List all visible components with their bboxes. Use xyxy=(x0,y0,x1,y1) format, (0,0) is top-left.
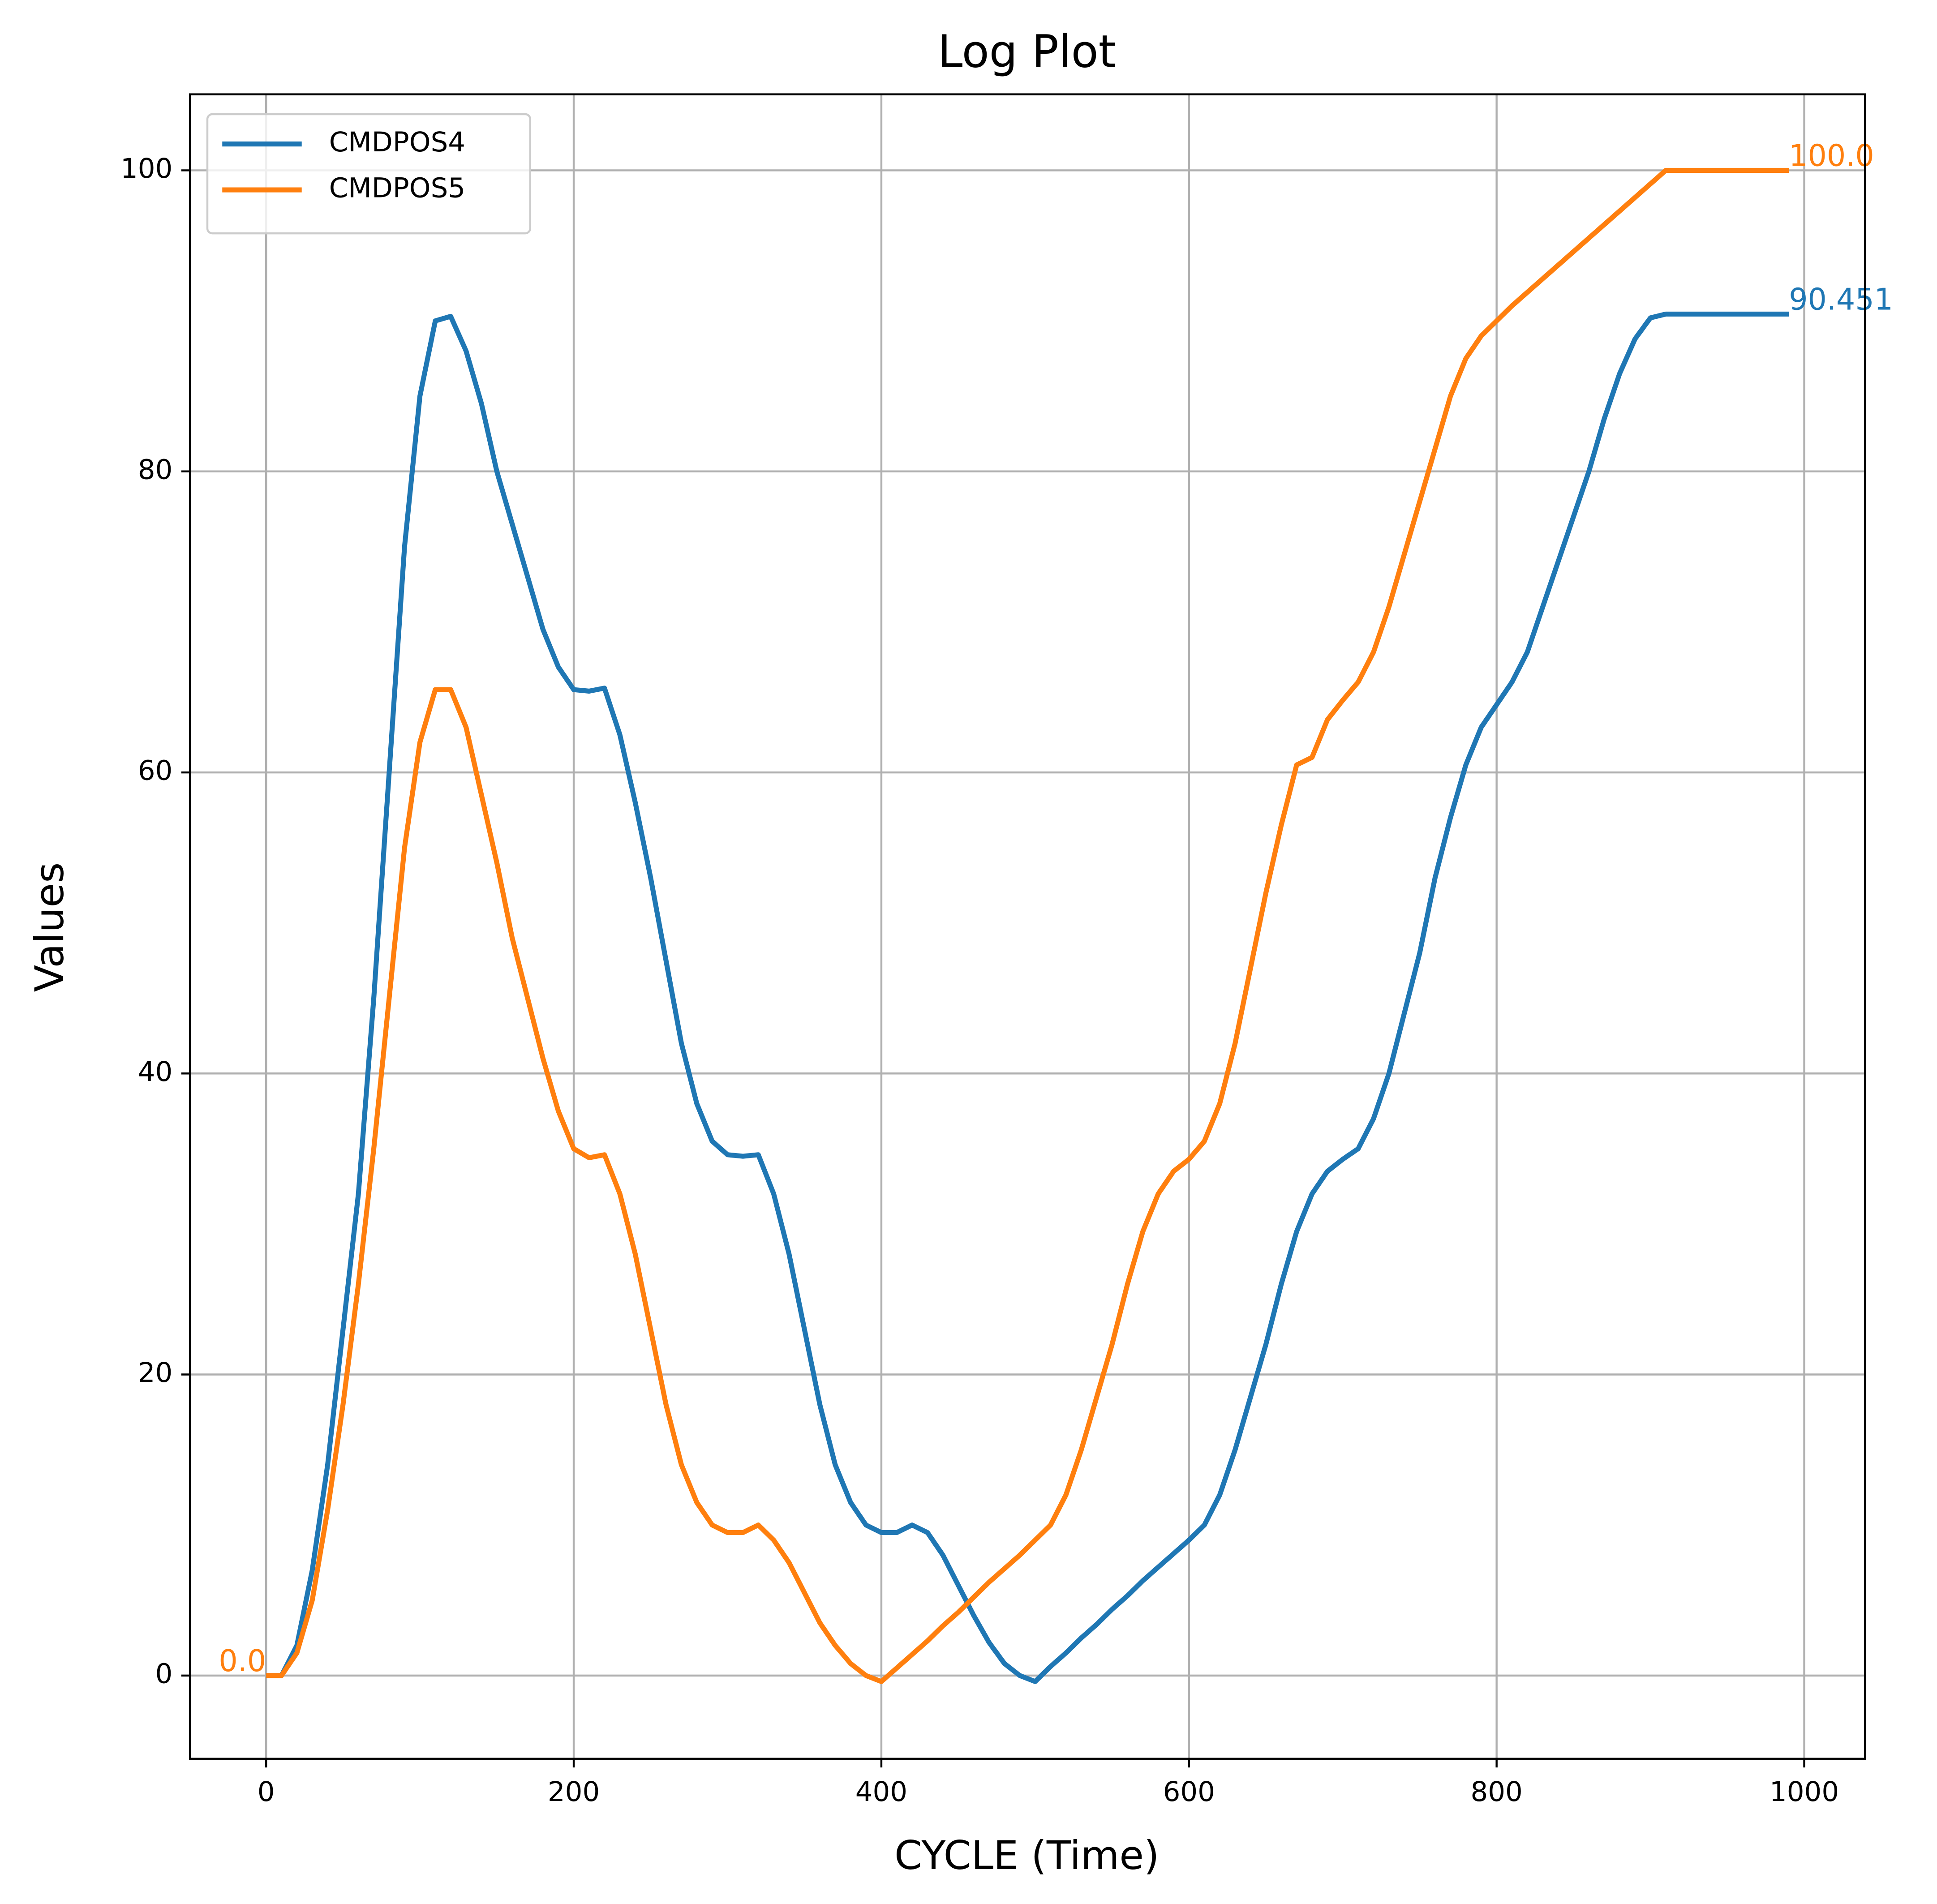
x-tick-label: 1000 xyxy=(1769,1776,1839,1808)
x-axis-label: CYCLE (Time) xyxy=(894,1832,1160,1878)
x-tick-label: 200 xyxy=(548,1776,600,1808)
x-tick-label: 800 xyxy=(1470,1776,1522,1808)
legend-label: CMDPOS5 xyxy=(329,172,465,204)
annotation: 100.0 xyxy=(1789,138,1874,173)
legend-label: CMDPOS4 xyxy=(329,126,465,158)
y-tick-label: 20 xyxy=(138,1357,173,1389)
y-tick-label: 0 xyxy=(155,1658,173,1690)
annotation: 0.0 xyxy=(219,1643,266,1678)
line-series xyxy=(266,311,1789,1684)
chart-title: Log Plot xyxy=(938,25,1116,77)
plot-frame xyxy=(189,93,1866,1760)
x-tick-label: 0 xyxy=(258,1776,275,1808)
annotation: 90.451 xyxy=(1789,282,1893,317)
line-series xyxy=(266,167,1789,1684)
y-tick-label: 40 xyxy=(138,1056,173,1088)
y-axis-label: Values xyxy=(26,862,73,992)
legend: CMDPOS4 CMDPOS5 xyxy=(206,113,532,235)
y-tick-label: 80 xyxy=(138,454,173,485)
x-tick-label: 400 xyxy=(855,1776,907,1808)
y-tick-label: 60 xyxy=(138,755,173,787)
y-tick-label: 100 xyxy=(120,153,172,184)
x-tick-label: 600 xyxy=(1163,1776,1215,1808)
